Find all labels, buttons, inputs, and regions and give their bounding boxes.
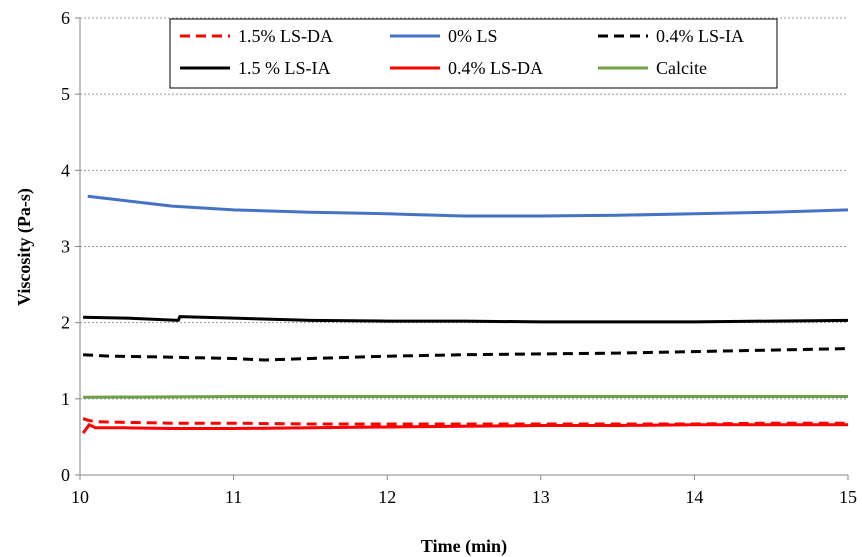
legend: 1.5% LS-DA 0% LS 0.4% LS-IA 1.5 % LS-IA 0.4%… [169, 18, 778, 89]
legend-label-5: Calcite [656, 58, 707, 78]
x-tick-label: 14 [685, 487, 703, 507]
x-tick-label: 12 [378, 487, 396, 507]
gridlines [80, 17, 848, 400]
y-axis-title: Viscosity (Pa-s) [14, 188, 35, 306]
y-tick-labels: 0 1 2 3 4 5 6 [61, 8, 70, 485]
y-tick-label: 0 [61, 465, 70, 485]
x-tick-labels: 10 11 12 13 14 15 [71, 487, 857, 507]
x-tick-label: 15 [839, 487, 857, 507]
legend-label-4: 0.4% LS-DA [448, 58, 543, 78]
y-tick-label: 3 [61, 237, 70, 257]
series-line-4 [81, 423, 848, 434]
series-line-0 [82, 417, 848, 426]
y-tick-label: 6 [61, 8, 70, 28]
y-tick-label: 5 [61, 84, 70, 104]
x-axis-title: Time (min) [421, 536, 507, 557]
legend-box [169, 18, 778, 89]
legend-label-1: 0% LS [448, 26, 498, 46]
y-tick-label: 2 [61, 313, 70, 333]
x-tick-label: 10 [71, 487, 89, 507]
y-tick-label: 1 [61, 389, 70, 409]
series-lines [81, 194, 849, 434]
legend-label-3: 1.5 % LS-IA [238, 58, 331, 78]
legend-label-2: 0.4% LS-IA [656, 26, 744, 46]
legend-label-0: 1.5% LS-DA [238, 26, 333, 46]
series-line-1 [87, 194, 849, 218]
series-line-2 [83, 347, 849, 362]
x-tick-label: 11 [225, 487, 242, 507]
axes [75, 17, 849, 480]
x-tick-label: 13 [532, 487, 550, 507]
series-line-5 [83, 395, 848, 399]
series-line-3 [83, 315, 849, 324]
y-tick-label: 4 [61, 160, 70, 180]
